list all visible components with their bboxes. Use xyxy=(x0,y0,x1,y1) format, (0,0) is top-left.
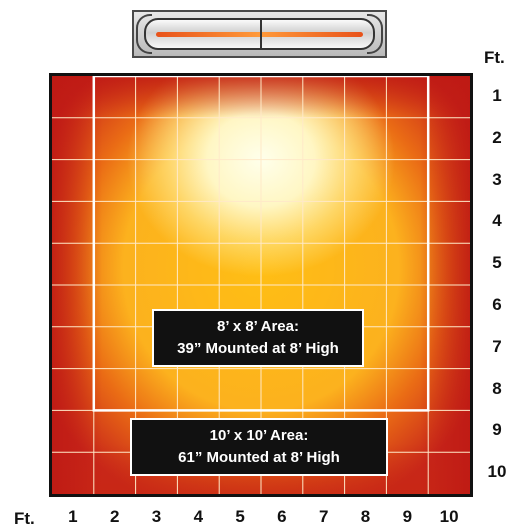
y-axis-tick-label: 6 xyxy=(492,294,502,314)
x-axis-tick-label: 7 xyxy=(318,507,329,526)
y-axis-tick-label: 10 xyxy=(487,462,507,482)
x-axis-tick-label: 10 xyxy=(439,507,459,526)
unit-label-vertical: Ft. xyxy=(484,48,505,67)
area-8x8-outline xyxy=(92,76,430,412)
y-axis-tick-label: 7 xyxy=(492,336,502,356)
y-axis-tick-label: 8 xyxy=(492,378,502,398)
x-axis-tick-label: 9 xyxy=(402,507,413,526)
heater-divider xyxy=(259,20,262,48)
y-axis-tick-label: 4 xyxy=(492,211,502,231)
y-axis-tick-label: 3 xyxy=(492,169,502,189)
area-8x8-mounting: 39” Mounted at 8’ High xyxy=(177,340,339,357)
x-axis-tick-label: 8 xyxy=(360,507,371,526)
heater-unit xyxy=(132,10,387,58)
y-axis-tick-label: 5 xyxy=(492,253,502,273)
heater-end-cap-right xyxy=(367,14,383,54)
area-10x10-mounting: 61” Mounted at 8’ High xyxy=(178,449,340,466)
x-axis-tick-label: 4 xyxy=(193,507,204,526)
x-axis-tick-label: 3 xyxy=(151,507,162,526)
unit-label-horizontal: Ft. xyxy=(14,509,35,528)
x-axis-tick-label: 1 xyxy=(68,507,78,526)
x-axis-tick-label: 5 xyxy=(235,507,245,526)
y-axis-tick-label: 1 xyxy=(492,85,502,105)
area-8x8-label: 8’ x 8’ Area: 39” Mounted at 8’ High xyxy=(152,309,364,367)
heater-reflector xyxy=(144,18,375,50)
y-axis-tick-label: 2 xyxy=(492,127,502,147)
area-10x10-label: 10’ x 10’ Area: 61” Mounted at 8’ High xyxy=(130,418,388,476)
x-axis-tick-label: 2 xyxy=(109,507,120,526)
area-8x8-title: 8’ x 8’ Area: xyxy=(216,318,299,335)
area-10x10-title: 10’ x 10’ Area: xyxy=(209,427,309,444)
heater-end-cap-left xyxy=(136,14,152,54)
y-axis-tick-label: 9 xyxy=(492,420,502,440)
x-axis-tick-label: 6 xyxy=(277,507,287,526)
